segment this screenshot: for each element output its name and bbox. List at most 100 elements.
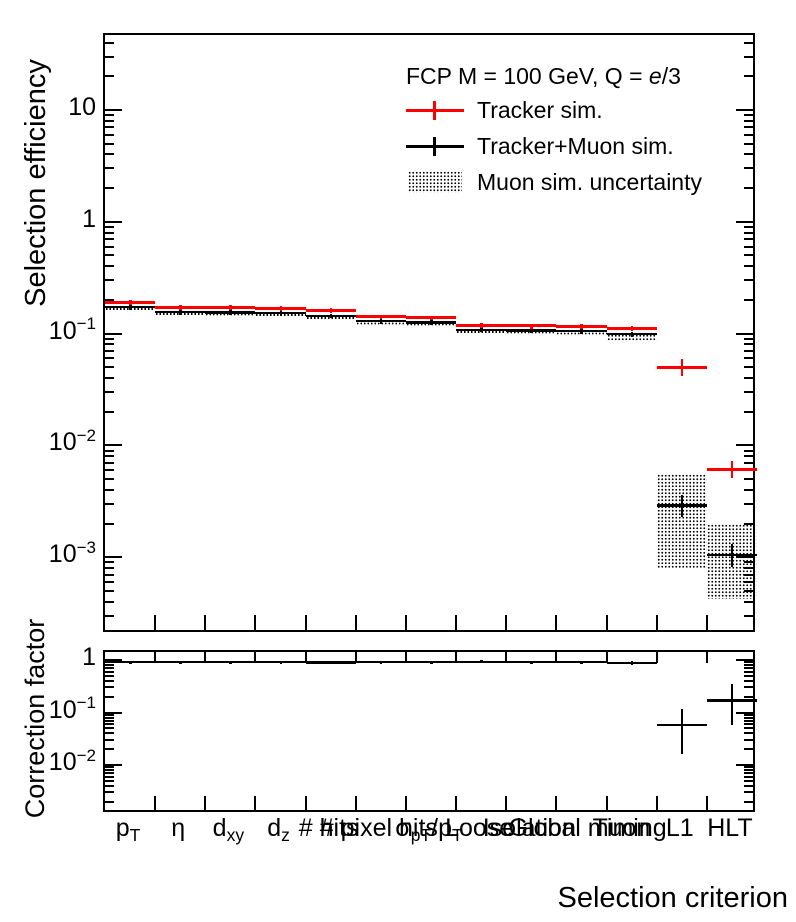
y-minor-tick <box>744 738 753 741</box>
x-bin-tick <box>555 796 558 810</box>
y-minor-tick <box>105 279 114 282</box>
legend-label: Tracker+Muon sim. <box>477 132 674 159</box>
data-error-bar <box>680 495 684 517</box>
y-minor-tick <box>744 679 753 682</box>
x-bin-tick <box>404 615 407 630</box>
legend-label: Tracker sim. <box>477 96 603 123</box>
x-bin-tick <box>204 652 207 663</box>
y-minor-tick <box>744 153 753 156</box>
x-bin-tick <box>505 652 508 663</box>
y-minor-tick <box>105 766 114 769</box>
y-minor-tick <box>744 231 753 234</box>
x-bin-tick <box>404 796 407 810</box>
y-minor-tick <box>105 265 114 268</box>
y-minor-tick <box>105 366 114 369</box>
y-minor-tick <box>744 55 753 58</box>
y-minor-tick <box>105 719 114 722</box>
x-bin-tick <box>254 796 257 810</box>
ratio-error-bar <box>379 660 383 664</box>
data-error-bar <box>680 359 684 376</box>
y-tick-label: 1 <box>82 643 96 671</box>
y-minor-tick <box>744 727 753 730</box>
x-tick-label: # pixel hits <box>319 814 438 842</box>
x-tick-label: HLT <box>707 814 753 842</box>
y-minor-tick <box>744 784 753 787</box>
y-minor-tick <box>744 664 753 667</box>
y-minor-tick <box>744 75 753 78</box>
y-minor-tick <box>744 142 753 145</box>
data-error-bar <box>129 304 132 310</box>
y-minor-tick <box>105 225 114 228</box>
data-error-bar <box>730 461 734 479</box>
y-minor-tick <box>105 738 114 741</box>
x-bin-tick <box>705 615 708 630</box>
y-minor-tick <box>105 695 114 698</box>
y-minor-tick <box>744 732 753 735</box>
x-tick-label: # hits <box>298 814 359 842</box>
y-tick-label: 10−1 <box>48 693 96 724</box>
y-minor-tick <box>744 661 753 664</box>
data-error-bar <box>179 304 182 310</box>
ratio-error-bar <box>530 660 533 664</box>
y-minor-tick <box>744 366 753 369</box>
y-minor-tick <box>105 772 114 775</box>
y-minor-tick <box>105 769 114 772</box>
y-minor-tick <box>105 153 114 156</box>
y-minor-tick <box>105 55 114 58</box>
x-tick-label: Global muon <box>508 814 651 842</box>
y-major-tick <box>736 332 753 335</box>
y-minor-tick <box>744 488 753 491</box>
y-major-tick <box>105 444 122 447</box>
data-error-bar <box>430 315 433 321</box>
x-bin-tick <box>555 615 558 630</box>
y-minor-tick <box>744 337 753 340</box>
dotted-band-icon <box>406 171 464 193</box>
data-error-bar <box>580 323 583 329</box>
ratio-error-bar <box>580 660 583 664</box>
x-bin-tick <box>204 615 207 630</box>
red-cross-marker-icon <box>406 100 464 120</box>
data-error-bar <box>480 327 483 333</box>
x-bin-tick <box>655 796 658 810</box>
y-minor-tick <box>105 589 114 592</box>
data-error-bar <box>730 544 734 567</box>
legend-title: FCP M = 100 GeV, Q = e/3 <box>406 63 681 89</box>
y-minor-tick <box>744 391 753 394</box>
muon-uncertainty-band <box>656 473 707 570</box>
y-minor-tick <box>105 461 114 464</box>
legend-entry-muon-uncertainty: Muon sim. uncertainty <box>406 164 758 200</box>
y-minor-tick <box>744 133 753 136</box>
y-minor-tick <box>744 119 753 122</box>
ratio-error-bar <box>480 660 483 664</box>
data-error-bar <box>530 328 533 333</box>
y-tick-label: 1 <box>82 204 96 233</box>
y-minor-tick <box>105 337 114 340</box>
y-minor-tick <box>744 449 753 452</box>
y-minor-tick <box>744 695 753 698</box>
data-error-bar <box>580 328 583 334</box>
y-minor-tick <box>105 713 114 716</box>
y-minor-tick <box>105 298 114 301</box>
y-minor-tick <box>744 343 753 346</box>
x-bin-tick <box>605 615 608 630</box>
legend-entry-tracker-muon-sim: Tracker+Muon sim. <box>406 128 758 164</box>
data-error-bar <box>329 308 333 313</box>
data-error-bar <box>630 331 634 337</box>
y-minor-tick <box>744 225 753 228</box>
y-major-tick <box>105 659 122 661</box>
x-bin-tick <box>455 652 458 663</box>
ratio-error-bar <box>730 683 734 725</box>
y-major-tick <box>105 711 122 714</box>
data-error-bar <box>129 299 132 305</box>
legend-label: Muon sim. uncertainty <box>477 168 702 195</box>
y-minor-tick <box>105 41 114 44</box>
x-bin-tick <box>555 652 558 663</box>
y-minor-tick <box>744 713 753 716</box>
y-minor-tick <box>105 670 114 673</box>
y-major-tick <box>736 711 753 714</box>
data-error-bar <box>229 305 232 311</box>
y-minor-tick <box>105 133 114 136</box>
x-tick-label: dz <box>267 814 290 845</box>
data-error-bar <box>630 325 634 331</box>
correction-factor-panel <box>103 650 757 812</box>
